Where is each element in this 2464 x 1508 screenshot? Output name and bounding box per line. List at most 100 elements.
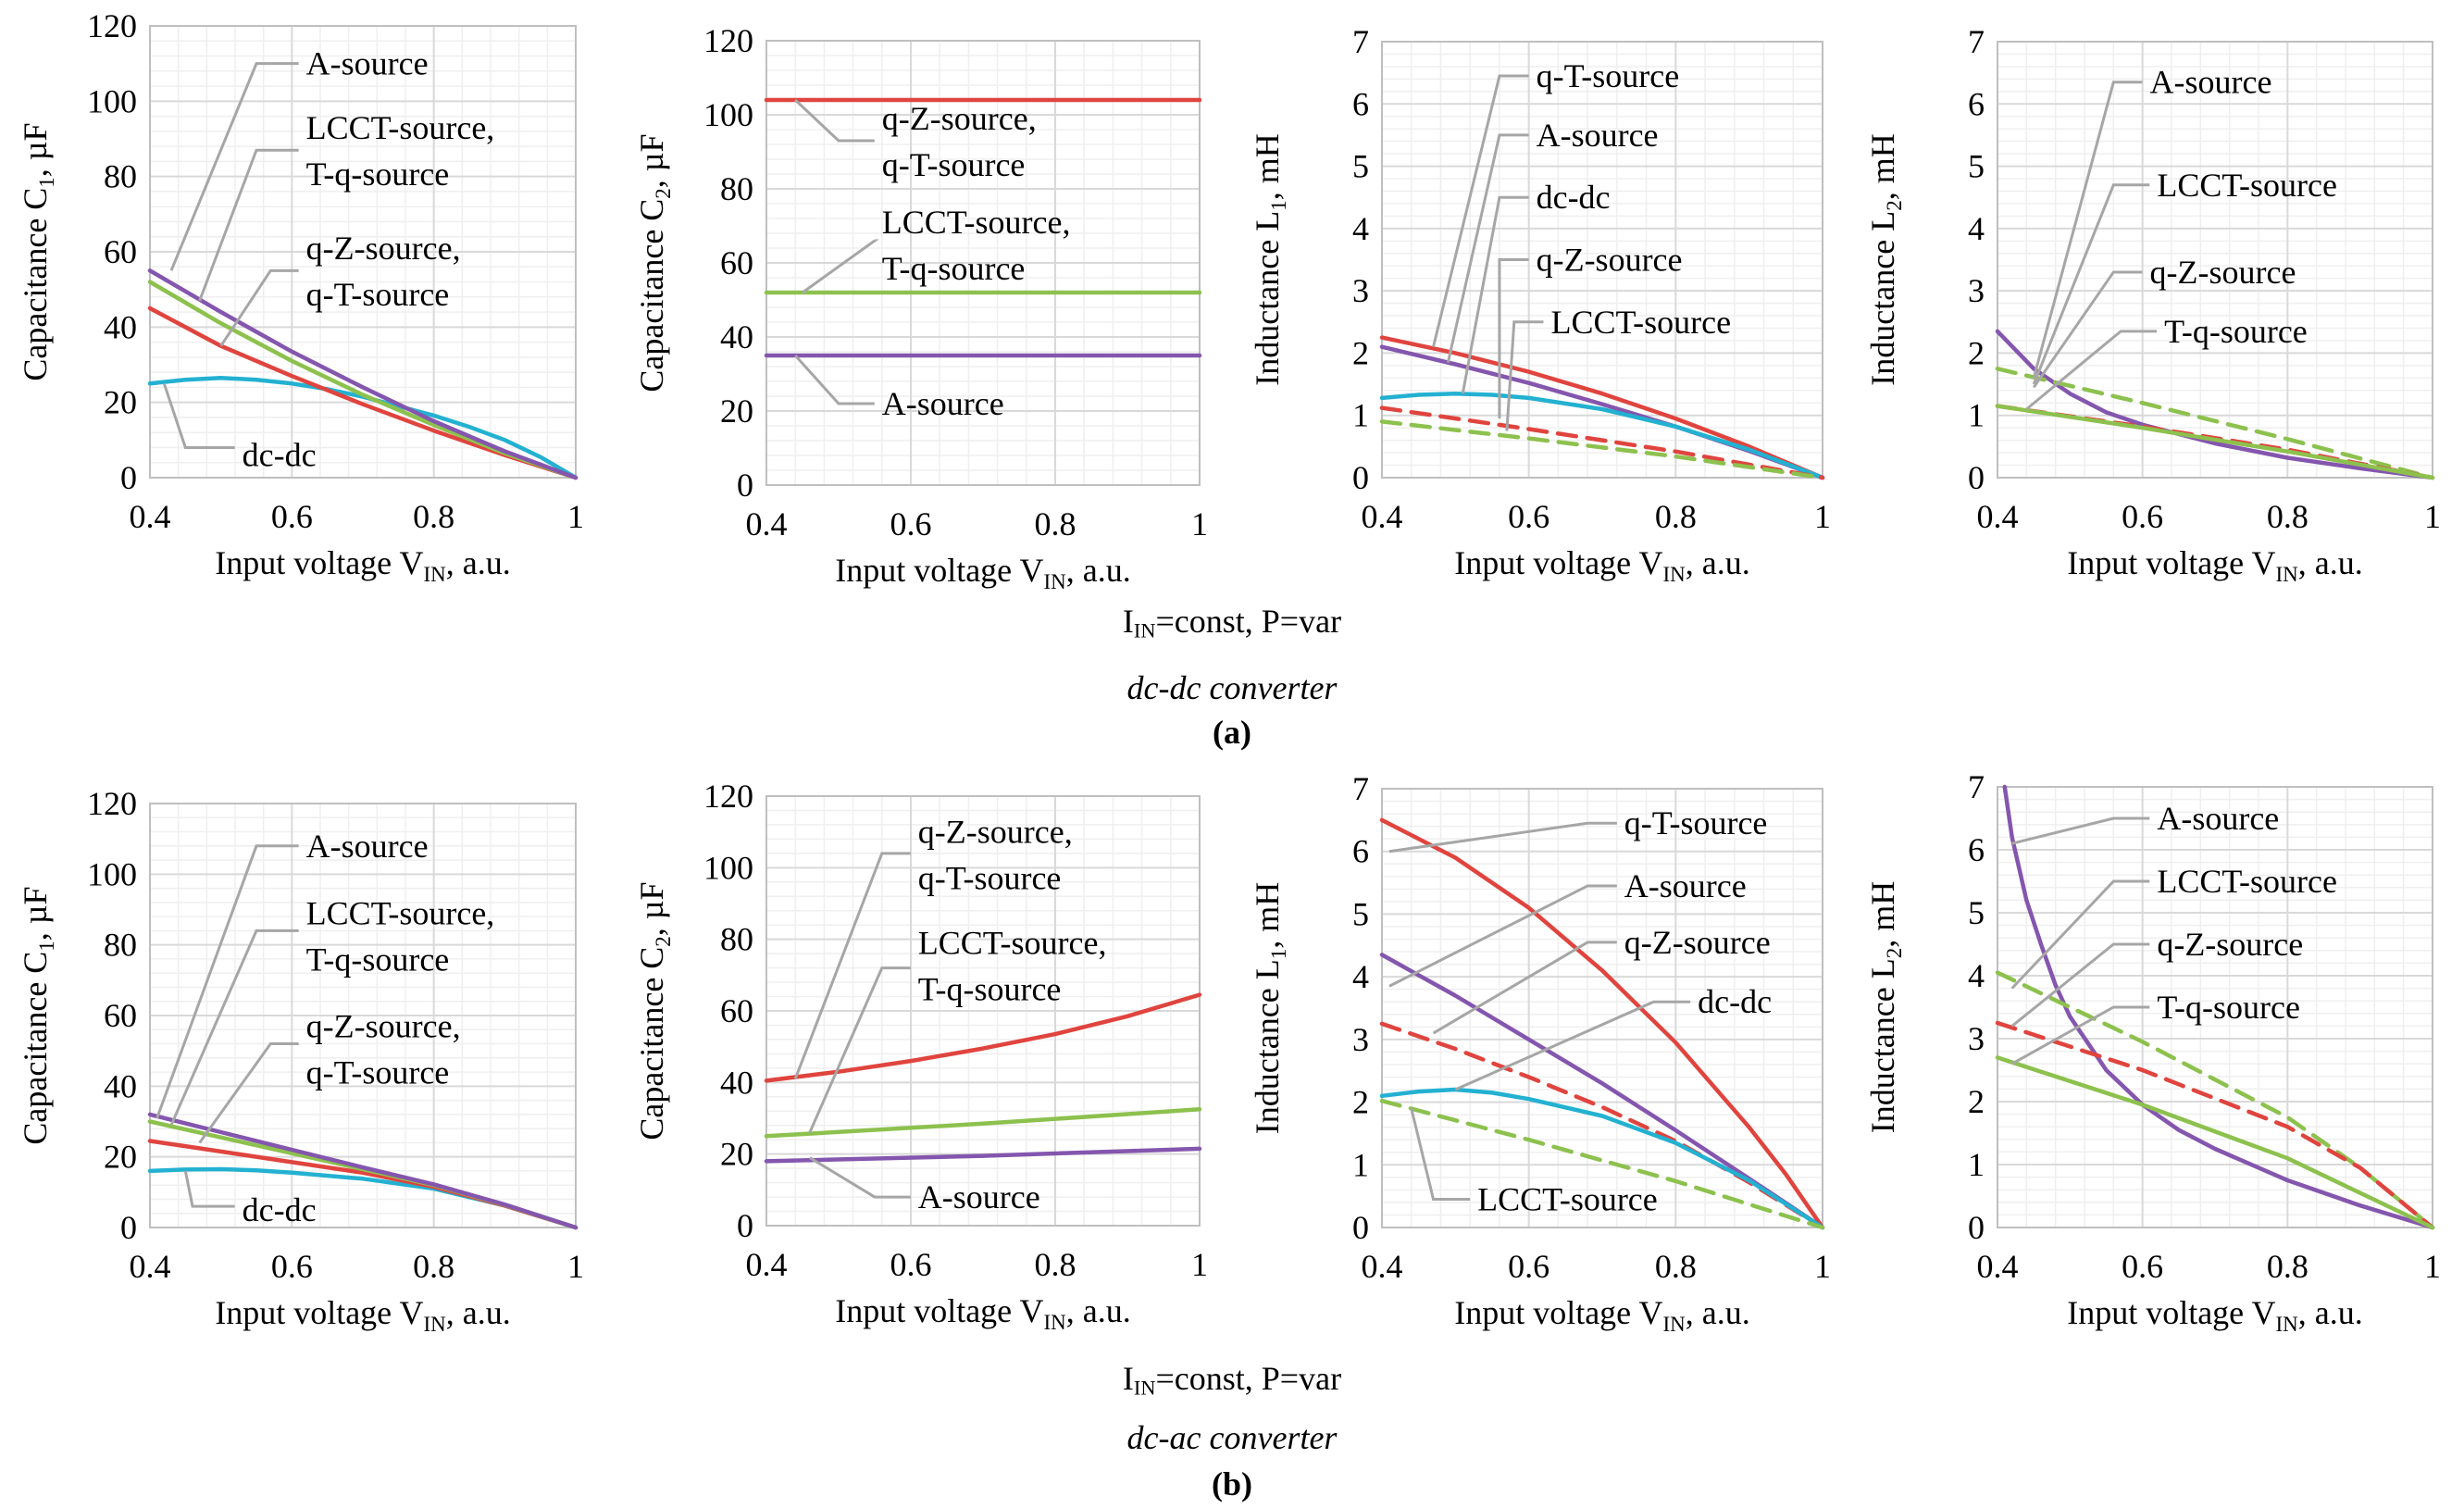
series-line-q-z-source [1995,1020,2435,1230]
chart-a2: 0 20 40 60 80 100 120 0.4 0.6 0.8 1 q-Z-source, q-T-… [633,22,1208,593]
y-tick-label: 1 [1352,397,1369,434]
annotation-leader-line [802,239,879,294]
condition-sub-b: IN [1133,1376,1156,1400]
x-tick-label: 0.6 [2122,1248,2163,1285]
condition-main-b: I [1122,1360,1134,1397]
annotation-leader-line [162,382,235,449]
x-tick-label: 0.4 [130,1248,171,1285]
annotation-leader-line [2025,330,2158,411]
annotation-leader-line [2010,879,2150,990]
y-tick-label: 7 [1968,23,1985,60]
y-tick-label: 2 [1352,334,1369,371]
x-axis-title: Input voltage VIN, a.u. [215,1294,511,1336]
y-tick-label: 120 [703,778,753,815]
series-line-a-source [147,1112,579,1230]
plot-frame [1381,41,1823,479]
x-tick-label: 0.6 [1508,1248,1549,1285]
annotation-label: q-Z-source, [306,230,461,267]
x-tick-label: 1 [2424,1248,2441,1285]
annotation-label: A-source [1537,117,1659,154]
chart-a3: 0 1 2 3 4 5 6 7 0.4 0.6 0.8 1 q-T-source A-source dc-d… [1249,23,1831,586]
y-tick-label: 4 [1352,958,1369,995]
y-tick-label: 60 [104,997,137,1034]
annotation-label: T-q-source [2157,989,2300,1026]
annotation-leader-line [794,98,875,143]
annotation-label: T-q-source [882,250,1026,287]
x-tick-label: 0.8 [1655,1248,1697,1285]
annotation-label: q-Z-source, [882,100,1037,137]
x-tick-label: 0.4 [130,498,171,535]
annotation-leader-line [156,844,299,1119]
y-tick-label: 0 [120,459,137,496]
plot-frame [149,803,577,1228]
y-tick-label: 6 [1352,85,1369,122]
x-axis-title: Input voltage VIN, a.u. [1454,1294,1750,1336]
annotation-leader-line [2010,1005,2150,1066]
y-tick-label: 40 [720,318,753,355]
condition-sub-a: IN [1133,618,1156,642]
series-line-q-z-source [1379,405,1825,480]
y-tick-label: 6 [1968,85,1985,122]
caption-converter-b: dc-ac converter [1126,1419,1338,1456]
chart-b1: 0 20 40 60 80 100 120 0.4 0.6 0.8 1 A-source LCCT-so… [17,785,584,1336]
y-axis-title: Inductance L1, mH [1249,133,1290,385]
annotation-label: q-Z-source, [306,1007,461,1044]
x-tick-label: 0.8 [2267,498,2308,535]
annotation-leader-line [809,1156,911,1199]
annotation-leader-line [1446,133,1529,363]
chart-b4: 0 1 2 3 4 5 6 7 0.4 0.6 0.8 1 A-source LCCT-source q-Z… [1864,768,2441,1336]
y-axis-title: Inductance L2, mH [1864,133,1906,385]
annotation-label: T-q-source [918,971,1062,1008]
annotation-label: dc-dc [243,437,317,474]
series-line-a-source [2002,784,2435,1230]
annotation-leader-line [1461,195,1529,394]
series-line-a-source [1379,344,1825,480]
y-tick-label: 40 [720,1064,753,1101]
y-tick-label: 60 [720,992,753,1029]
annotation-label: T-q-source [306,941,450,978]
annotation-label: q-Z-source, [918,814,1073,851]
annotation-leader-line [1454,1000,1691,1091]
plot-frame [1997,786,2433,1228]
plot-frame [1997,41,2433,479]
annotation-label: q-T-source [306,1053,450,1090]
x-tick-label: 0.8 [2267,1248,2308,1285]
annotation-label: q-T-source [306,276,450,313]
y-tick-label: 120 [87,785,137,822]
y-tick-label: 0 [1968,459,1985,496]
x-axis-title: Input voltage VIN, a.u. [1454,544,1750,586]
annotation-label: LCCT-source [2157,167,2337,204]
y-tick-label: 40 [104,308,137,345]
y-tick-label: 2 [1352,1084,1369,1121]
y-tick-label: 100 [703,849,753,886]
y-tick-label: 3 [1352,272,1369,309]
y-tick-label: 120 [703,22,753,59]
annotation-leader-line [2010,942,2150,1028]
x-axis-title: Input voltage VIN, a.u. [835,1292,1131,1334]
y-tick-label: 120 [87,7,137,44]
series-line-t-q-source [1995,367,2435,480]
annotation-label: LCCT-source, [882,204,1071,241]
y-tick-label: 4 [1968,957,1985,994]
x-tick-label: 0.4 [1977,1248,2019,1285]
series-line-lcct-source [1995,404,2435,480]
y-tick-label: 4 [1352,210,1369,247]
y-tick-label: 100 [87,82,137,119]
x-tick-label: 1 [2424,498,2441,535]
x-tick-label: 0.8 [1035,1246,1076,1283]
annotation-leader-line [1432,74,1529,348]
y-tick-label: 1 [1968,1146,1985,1183]
annotation-label: q-Z-source [1624,924,1771,961]
x-axis-title: Input voltage VIN, a.u. [215,544,511,586]
x-axis-title: Input voltage VIN, a.u. [2067,544,2363,586]
x-axis-title: Input voltage VIN, a.u. [835,552,1131,593]
plot-frame [765,795,1201,1227]
y-tick-label: 20 [104,384,137,421]
annotation-leader-line [794,354,875,405]
y-tick-label: 60 [720,244,753,281]
y-tick-label: 6 [1968,831,1985,868]
annotation-label: T-q-source [2164,313,2308,350]
y-tick-label: 0 [737,1207,753,1244]
y-tick-label: 6 [1352,833,1369,870]
